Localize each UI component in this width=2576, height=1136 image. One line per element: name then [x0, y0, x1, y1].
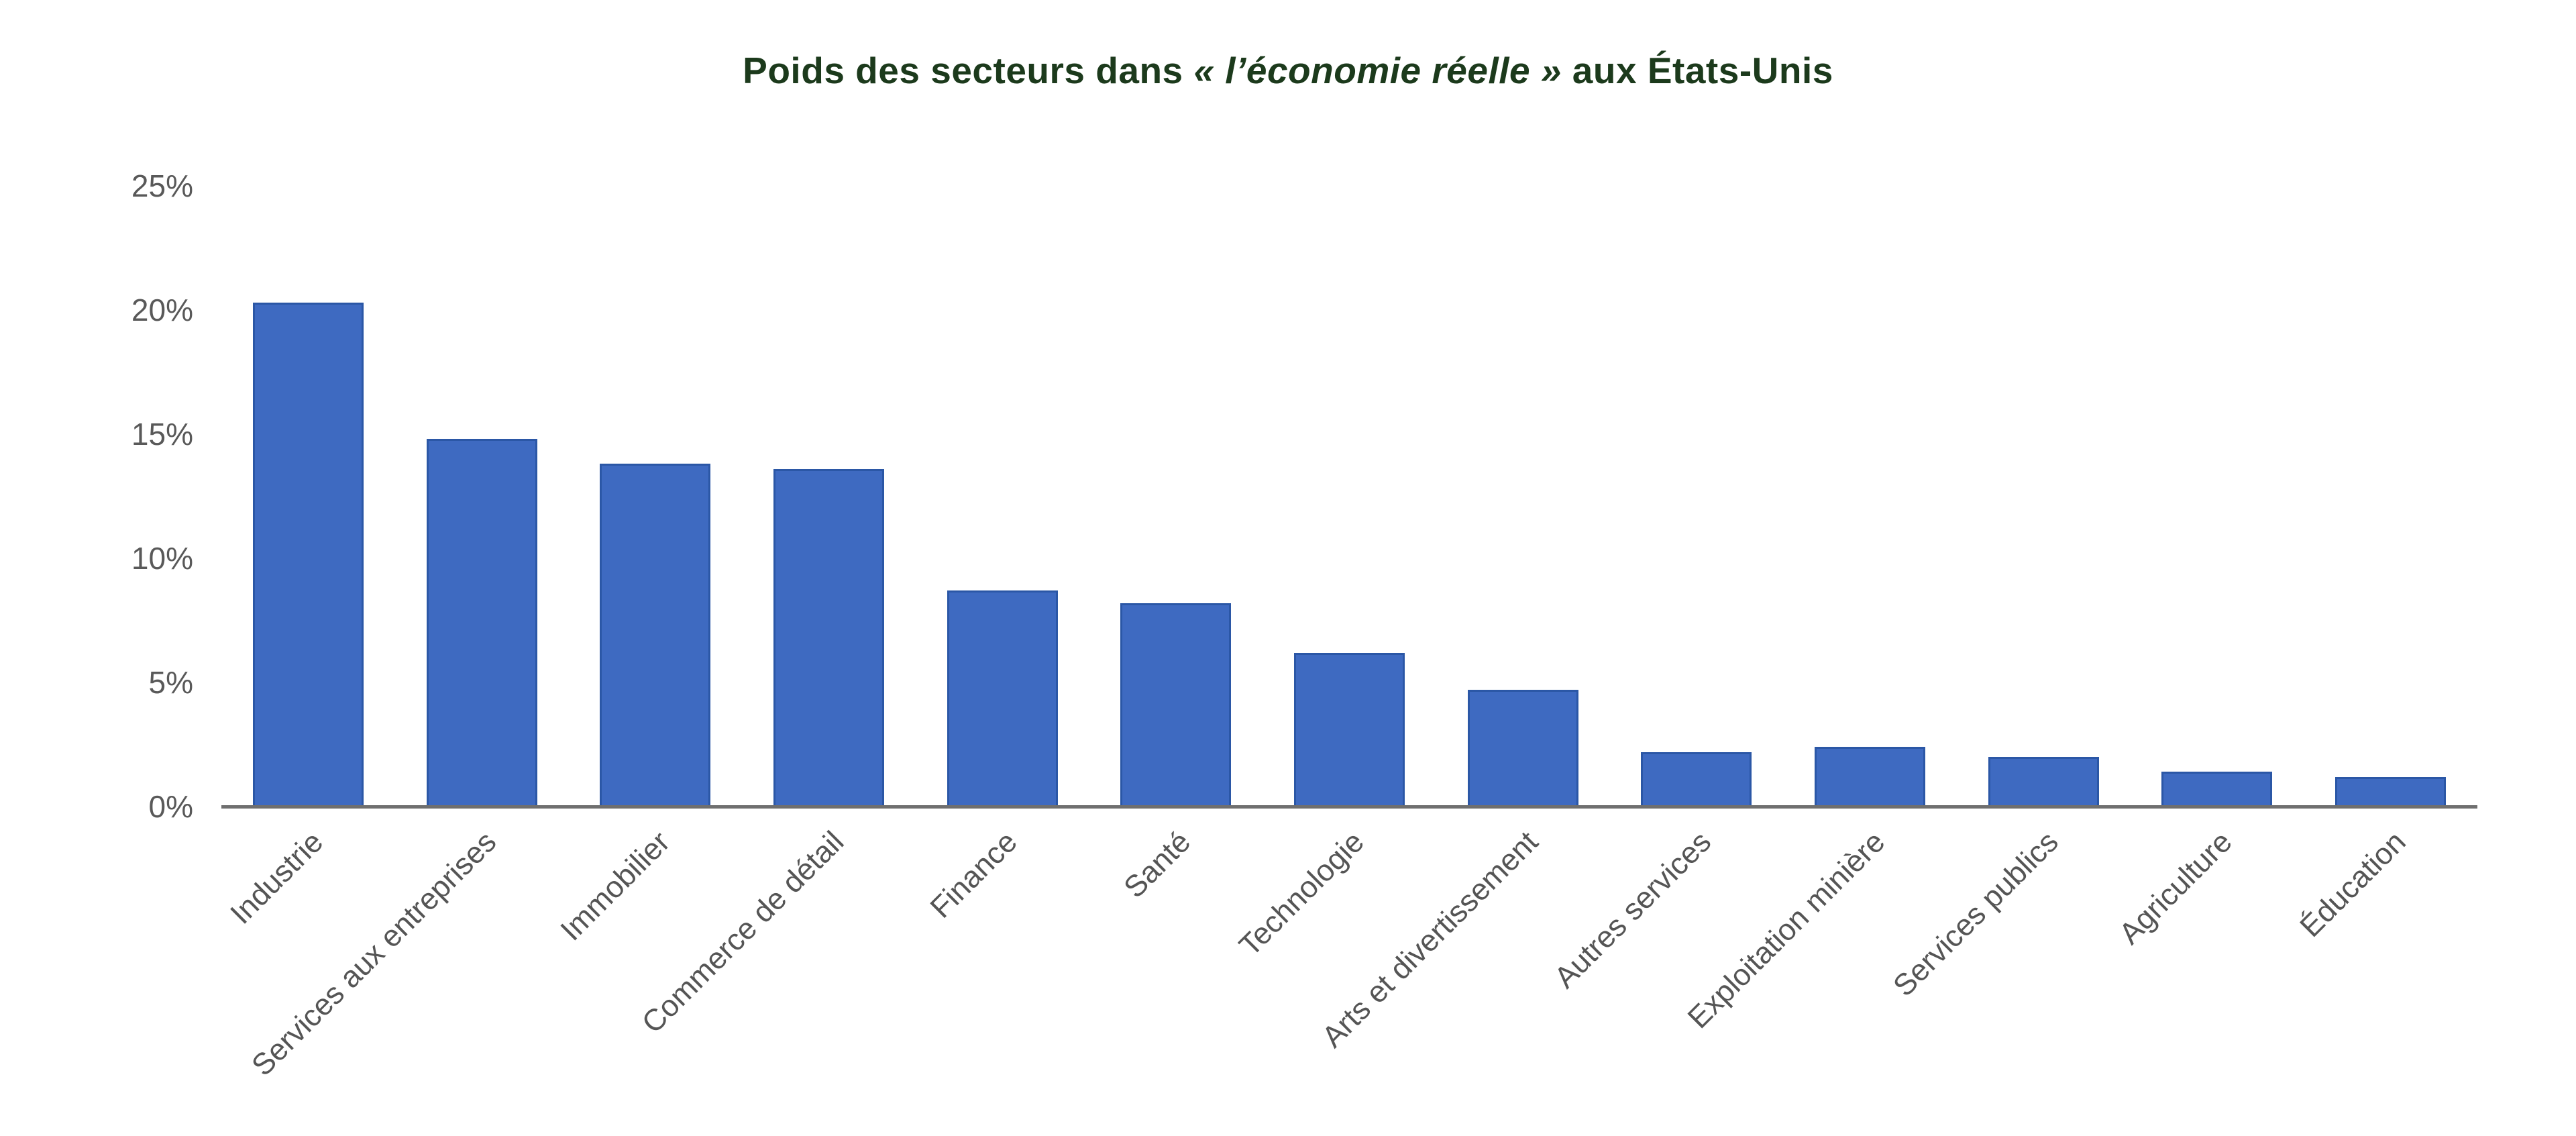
bar-services-publics [1988, 757, 2099, 807]
y-tick-label: 0% [148, 789, 193, 824]
y-tick-label: 10% [131, 541, 193, 576]
y-tick-label: 15% [131, 417, 193, 452]
bar-commerce-de-detail [773, 469, 884, 807]
bar-immobilier [600, 464, 710, 807]
bar-agriculture [2161, 772, 2272, 807]
x-category-label: Services publics [1886, 824, 2065, 1003]
chart-title: Poids des secteurs dans « l’économie rée… [0, 50, 2576, 91]
chart-title-emphasis: « l’économie réelle » [1193, 50, 1562, 91]
y-tick-label: 20% [131, 293, 193, 327]
bar-education [2335, 777, 2446, 807]
x-axis-line [221, 805, 2477, 809]
y-tick-label: 25% [131, 168, 193, 203]
x-category-label: Éducation [2292, 824, 2412, 944]
bar-sante [1120, 603, 1231, 807]
bar-industrie [253, 303, 364, 807]
x-category-label: Industrie [223, 824, 330, 931]
bar-autres-services [1641, 752, 1752, 807]
bar-arts-et-divertissement [1468, 690, 1578, 807]
bar-technologie [1294, 653, 1405, 807]
chart-title-suffix: aux États-Unis [1562, 50, 1833, 91]
x-category-label: Technologie [1232, 824, 1371, 963]
x-category-label: Immobilier [553, 824, 677, 947]
y-tick-label: 5% [148, 665, 193, 700]
x-category-label: Autres services [1547, 824, 1718, 995]
x-category-label: Finance [923, 824, 1024, 925]
x-category-label: Agriculture [2112, 824, 2239, 951]
bar-finance [947, 590, 1058, 807]
bar-services-aux-entreprises [427, 439, 537, 807]
x-category-label: Santé [1117, 824, 1197, 905]
bar-exploitation-miniere [1815, 747, 1925, 807]
chart-title-prefix: Poids des secteurs dans [743, 50, 1194, 91]
